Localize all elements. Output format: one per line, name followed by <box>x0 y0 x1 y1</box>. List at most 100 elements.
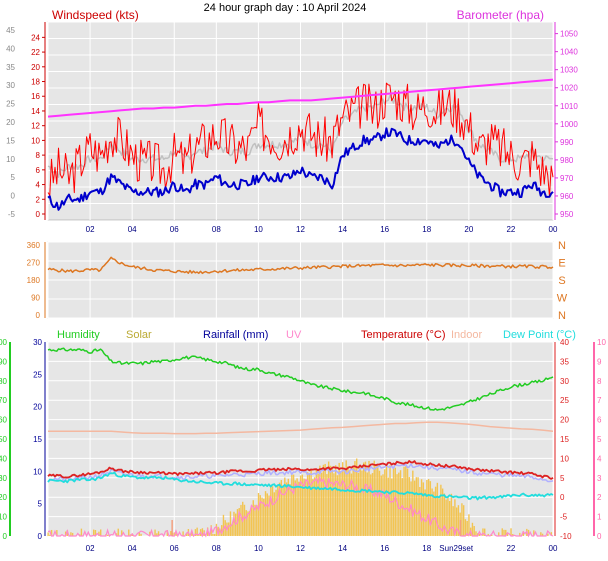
uv-tick: 10 <box>597 338 606 347</box>
solar-bar <box>128 529 130 536</box>
solar-bar <box>431 488 433 536</box>
windspeed-tick-gray: 45 <box>6 26 15 35</box>
solar-bar <box>261 497 263 536</box>
solar-bar <box>273 492 275 536</box>
windspeed-tick-gray: 10 <box>6 155 15 164</box>
solar-bar <box>336 475 339 536</box>
humidity-tick: 30 <box>0 474 8 483</box>
solar-bar <box>292 474 295 536</box>
solar-bar <box>49 534 51 536</box>
avg-wind-line <box>47 127 554 211</box>
x-tick: 10 <box>254 225 263 234</box>
solar-bar <box>50 529 53 536</box>
solar-bar <box>361 470 363 536</box>
temp-tick: 40 <box>560 338 569 347</box>
solar-bar <box>329 465 332 536</box>
solar-bar <box>341 462 344 536</box>
compass-label: E <box>558 258 565 270</box>
humidity-tick: 70 <box>0 396 8 405</box>
solar-bar <box>478 533 481 536</box>
top-grid <box>47 21 554 220</box>
rain-tick: 0 <box>38 532 43 541</box>
solar-bar <box>94 529 97 536</box>
solar-bar <box>259 495 261 536</box>
humidity-tick: 80 <box>0 377 8 386</box>
solar-bar <box>420 479 423 536</box>
solar-bar <box>422 482 425 536</box>
x-tick: 00 <box>549 544 558 553</box>
solar-bar <box>352 466 354 536</box>
solar-bar <box>194 529 197 536</box>
solar-bar <box>396 474 398 536</box>
humidity-tick: 90 <box>0 357 8 366</box>
windspeed-line <box>47 82 554 198</box>
solar-bar <box>100 529 102 536</box>
direction-tick: 360 <box>27 241 41 250</box>
x-tick: 08 <box>212 544 221 553</box>
solar-bar <box>527 529 530 536</box>
windspeed-tick: 16 <box>31 92 40 101</box>
solar-bar <box>541 533 544 536</box>
solar-bar <box>185 532 188 536</box>
rain-tick: 10 <box>33 467 42 476</box>
solar-bar <box>382 474 384 536</box>
solar-bar <box>512 534 514 536</box>
solar-bar <box>334 465 337 536</box>
solar-bar <box>215 523 218 536</box>
solar-bar <box>222 514 225 536</box>
solar-bar <box>170 531 172 536</box>
solar-bar <box>284 477 286 536</box>
solar-bar <box>254 504 256 536</box>
x-tick: 22 <box>506 544 515 553</box>
solar-bar <box>198 534 200 536</box>
humidity-tick: 100 <box>0 338 8 347</box>
solar-bar <box>71 532 74 536</box>
solar-bar <box>303 478 305 536</box>
solar-bar <box>331 466 333 536</box>
windspeed-tick: 6 <box>36 166 41 175</box>
temp-tick: 10 <box>560 454 569 463</box>
x-tick: 12 <box>296 544 305 553</box>
solar-bar <box>455 507 458 536</box>
solar-bar <box>473 526 475 536</box>
solar-bar <box>298 481 300 536</box>
solar-bar <box>412 470 414 536</box>
solar-bar <box>363 462 365 536</box>
solar-bar <box>450 493 453 536</box>
solar-bar <box>270 486 272 536</box>
x-tick: 16 <box>380 225 389 234</box>
solar-bar <box>156 533 158 536</box>
solar-bar <box>354 461 356 536</box>
solar-bar <box>491 534 493 536</box>
bottom-axes: 0102030405060708090100051015202530-10-50… <box>0 338 606 541</box>
solar-bar <box>345 460 347 536</box>
solar-bar <box>468 514 470 536</box>
solar-bar <box>294 480 297 536</box>
chart-title: 24 hour graph day : 10 April 2024 <box>204 2 367 14</box>
windspeed-tick-gray: 35 <box>6 63 15 72</box>
x-tick: 12 <box>296 225 305 234</box>
solar-bar <box>364 461 367 536</box>
solar-bar <box>466 520 468 536</box>
barometer-tick: 950 <box>560 210 574 219</box>
humidity-line <box>47 347 554 411</box>
solar-bar <box>394 467 396 536</box>
solar-bar <box>447 498 449 536</box>
rain-tick: 25 <box>33 370 42 379</box>
temp-tick: 25 <box>560 396 569 405</box>
solar-bar <box>522 531 524 536</box>
uv-tick: 7 <box>597 396 602 405</box>
solar-bar <box>154 529 156 536</box>
solar-bar <box>263 498 265 536</box>
rain-tick: 5 <box>38 500 43 509</box>
legend-item: UV <box>286 329 302 341</box>
solar-bar <box>327 461 330 536</box>
solar-bar <box>452 506 454 536</box>
legend-item: Solar <box>126 329 152 341</box>
windspeed-tick-gray: 5 <box>11 173 16 182</box>
windspeed-tick-gray: 25 <box>6 100 15 109</box>
barometer-tick: 970 <box>560 174 574 183</box>
bottom-series <box>47 347 554 538</box>
solar-bar <box>506 532 509 536</box>
